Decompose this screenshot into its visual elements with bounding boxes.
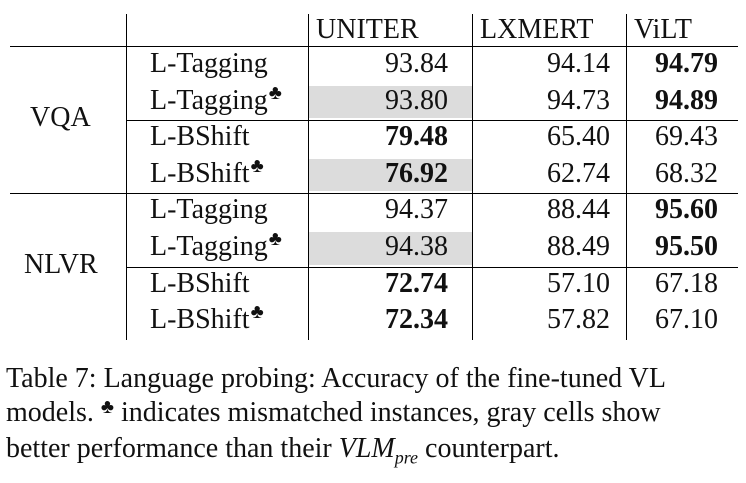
score-cell: 68.32 bbox=[655, 157, 718, 189]
score-cell: 65.40 bbox=[547, 121, 610, 153]
club-icon: ♣ bbox=[250, 154, 264, 177]
dataset-label: VQA bbox=[30, 102, 91, 134]
score-cell: 94.38 bbox=[385, 231, 448, 262]
score-cell: 94.79 bbox=[655, 48, 718, 79]
score-cell: 67.10 bbox=[655, 304, 718, 336]
probe-label: L-BShift♣ bbox=[150, 154, 264, 189]
column-header-vilt: ViLT bbox=[634, 14, 692, 45]
score-cell: 72.34 bbox=[385, 304, 448, 336]
probe-label: L-Tagging♣ bbox=[150, 228, 282, 262]
score-cell: 95.50 bbox=[655, 231, 718, 262]
caption-line-1: Table 7: Language probing: Accuracy of t… bbox=[6, 363, 666, 394]
score-cell: 88.44 bbox=[547, 194, 610, 226]
score-cell: 57.10 bbox=[547, 267, 610, 299]
column-header-lxmert: LXMERT bbox=[480, 14, 594, 45]
highlight-cell bbox=[309, 158, 472, 192]
score-cell: 57.82 bbox=[547, 304, 610, 336]
caption-line-2: models. ♣ indicates mismatched instances… bbox=[6, 396, 661, 428]
score-cell: 94.37 bbox=[385, 194, 448, 226]
score-cell: 95.60 bbox=[655, 194, 718, 226]
score-cell: 72.74 bbox=[385, 267, 448, 299]
club-icon: ♣ bbox=[100, 396, 115, 418]
highlight-cell bbox=[309, 85, 472, 119]
score-cell: 79.48 bbox=[385, 121, 448, 153]
score-cell: 93.80 bbox=[385, 84, 448, 116]
probe-label: L-Tagging♣ bbox=[150, 81, 282, 116]
score-cell: 94.14 bbox=[547, 48, 610, 79]
score-cell: 76.92 bbox=[385, 157, 448, 189]
caption-line-3: better performance than their VLMpre cou… bbox=[6, 433, 560, 468]
table-caption: Table 7: Language probing: Accuracy of t… bbox=[6, 362, 736, 475]
score-cell: 67.18 bbox=[655, 267, 718, 299]
score-cell: 62.74 bbox=[547, 157, 610, 189]
probe-label: L-BShift bbox=[150, 121, 250, 153]
column-header-uniter: UNITER bbox=[316, 14, 419, 45]
score-cell: 88.49 bbox=[547, 231, 610, 262]
dataset-label: NLVR bbox=[24, 248, 98, 280]
score-cell: 94.73 bbox=[547, 84, 610, 116]
score-cell: 69.43 bbox=[655, 121, 718, 153]
highlight-cell bbox=[309, 232, 472, 265]
probe-label: L-Tagging bbox=[150, 48, 268, 79]
club-icon: ♣ bbox=[250, 301, 264, 324]
vlm-pre-math: VLMpre bbox=[338, 433, 419, 468]
club-icon: ♣ bbox=[268, 81, 282, 104]
club-icon: ♣ bbox=[268, 228, 282, 250]
probe-label: L-BShift bbox=[150, 267, 250, 299]
score-cell: 93.84 bbox=[385, 48, 448, 79]
probe-label: L-BShift♣ bbox=[150, 301, 264, 336]
results-table: UNITER LXMERT ViLT L-Tagging 93.84 94.14 94.79… bbox=[10, 14, 738, 340]
probe-label: L-Tagging bbox=[150, 194, 268, 226]
score-cell: 94.89 bbox=[655, 84, 718, 116]
